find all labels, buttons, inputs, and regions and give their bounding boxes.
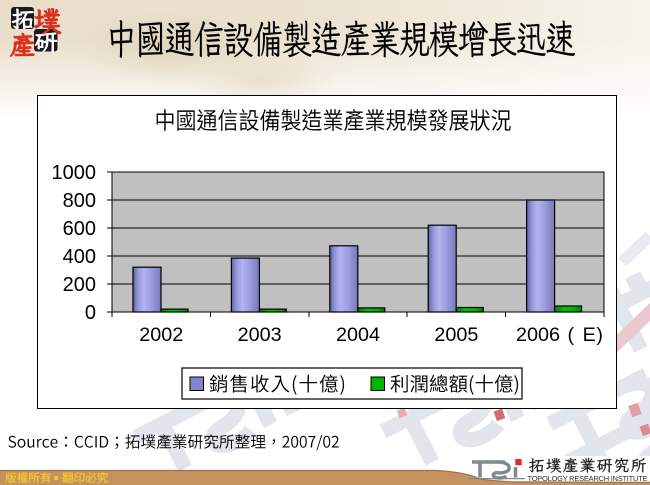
svg-text:800: 800 (63, 190, 96, 212)
svg-text:2004: 2004 (336, 324, 380, 346)
svg-text:200: 200 (63, 274, 96, 296)
svg-text:TOPOLOGY RESEARCH INSTITUTE: TOPOLOGY RESEARCH INSTITUTE (528, 474, 648, 483)
svg-text:2003: 2003 (238, 324, 282, 346)
svg-text:2006(E): 2006(E) (516, 324, 603, 346)
svg-text:2005: 2005 (434, 324, 478, 346)
svg-text:1000: 1000 (52, 162, 97, 184)
svg-text:2002: 2002 (139, 324, 183, 346)
svg-text:400: 400 (63, 246, 96, 268)
svg-text:0: 0 (85, 302, 96, 324)
svg-text:600: 600 (63, 218, 96, 240)
